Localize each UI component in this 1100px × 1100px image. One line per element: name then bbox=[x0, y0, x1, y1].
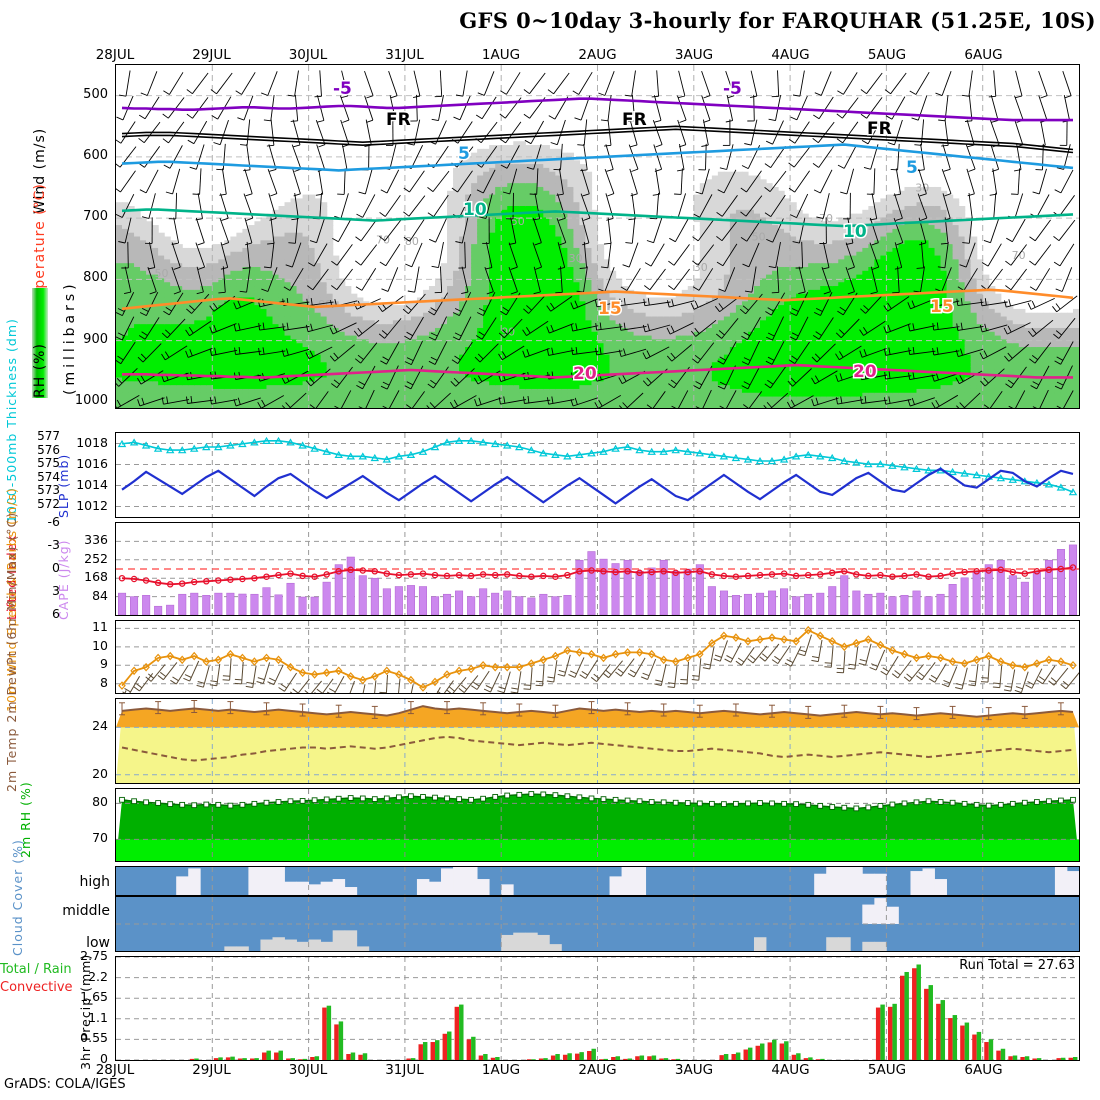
cloud-row-label-high: high bbox=[79, 874, 110, 890]
x-axis-tick-30jul: 30JUL bbox=[288, 1062, 328, 1078]
axis-tick-label: -3 bbox=[47, 537, 60, 552]
axis-tick-label: 573 bbox=[37, 483, 60, 497]
cloud-high-panel[interactable] bbox=[115, 866, 1080, 896]
axis-tick-label: 572 bbox=[37, 496, 60, 511]
label-rh: RH (%) bbox=[32, 288, 48, 398]
axis-tick-label: 2.75 bbox=[80, 948, 108, 963]
axis-tick-label: 24 bbox=[92, 718, 108, 734]
axis-tick-label: 0.55 bbox=[80, 1030, 108, 1046]
x-axis-tick-6aug: 6AUG bbox=[964, 1062, 1003, 1078]
axis-tick-label: 8 bbox=[100, 674, 108, 690]
x-axis-tick-30jul: 30JUL bbox=[288, 47, 328, 63]
axis-tick-label: 600 bbox=[83, 147, 108, 163]
x-axis-tick-28jul: 28JUL bbox=[95, 1062, 135, 1078]
axis-tick-label: 3 bbox=[52, 583, 60, 598]
x-axis-tick-29jul: 29JUL bbox=[192, 47, 231, 63]
x-axis-tick-28jul: 28JUL bbox=[95, 47, 135, 63]
axis-tick-label: 1000 bbox=[74, 392, 108, 408]
axis-tick-label: 800 bbox=[83, 270, 108, 286]
axis-tick-label: 1016 bbox=[76, 455, 108, 471]
axis-tick-label: 574 bbox=[37, 469, 60, 484]
axis-tick-label: 0 bbox=[100, 1051, 108, 1066]
rh2m-panel[interactable] bbox=[115, 788, 1080, 862]
x-axis-tick-1aug: 1AUG bbox=[481, 1062, 521, 1078]
x-axis-tick-2aug: 2AUG bbox=[578, 47, 617, 63]
axis-tick-label: 80 bbox=[92, 794, 108, 810]
axis-tick-label: 576 bbox=[37, 442, 60, 457]
upper-air-panel[interactable]: 507080503030507030709090-5-5FRFRFR551010… bbox=[115, 64, 1080, 409]
credit-text: GrADS: COLA/IGES bbox=[4, 1077, 126, 1092]
axis-tick-label: 6 bbox=[52, 606, 60, 621]
axis-tick-label: 577 bbox=[37, 429, 60, 443]
axis-tick-label: 70 bbox=[92, 830, 108, 846]
cloud-row-label-low: low bbox=[86, 935, 110, 951]
axis-tick-label: 84 bbox=[92, 587, 108, 603]
label-temp2m: 2m Temp 2m DewPt (6hr Min/Max) (°C) bbox=[4, 511, 19, 792]
x-axis-tick-31jul: 31JUL bbox=[385, 47, 424, 63]
x-axis-tick-3aug: 3AUG bbox=[674, 47, 714, 63]
axis-tick-label: 500 bbox=[83, 86, 108, 102]
cloud-midlow-panel[interactable] bbox=[115, 896, 1080, 952]
axis-tick-label: 1.65 bbox=[80, 989, 108, 1005]
x-axis-tick-4aug: 4AUG bbox=[771, 1062, 810, 1078]
axis-tick-label: 9 bbox=[100, 656, 108, 672]
axis-tick-label: 1014 bbox=[76, 476, 108, 492]
precipitation-panel[interactable] bbox=[115, 956, 1080, 1061]
x-axis-tick-2aug: 2AUG bbox=[578, 1062, 617, 1078]
x-axis-tick-4aug: 4AUG bbox=[771, 47, 810, 63]
axis-tick-label: 10 bbox=[92, 637, 108, 653]
axis-tick-label: 1.1 bbox=[88, 1009, 108, 1025]
x-axis-tick-5aug: 5AUG bbox=[867, 1062, 907, 1078]
axis-tick-label: 575 bbox=[37, 456, 60, 470]
axis-tick-label: -6 bbox=[47, 514, 60, 529]
axis-tick-label: 20 bbox=[92, 765, 108, 781]
axis-tick-label: 336 bbox=[84, 532, 108, 548]
axis-tick-label: 700 bbox=[83, 209, 108, 225]
run-total-label: Run Total = 27.63 bbox=[959, 958, 1075, 973]
x-axis-tick-1aug: 1AUG bbox=[481, 47, 521, 63]
label-precip-total: Total / Rain bbox=[0, 962, 72, 977]
x-axis-tick-29jul: 29JUL bbox=[192, 1062, 231, 1078]
label-precip-convective: Convective bbox=[0, 980, 73, 995]
axis-tick-label: 1018 bbox=[76, 434, 108, 450]
x-axis-tick-5aug: 5AUG bbox=[867, 47, 907, 63]
x-axis-tick-31jul: 31JUL bbox=[385, 1062, 424, 1078]
x-axis-tick-6aug: 6AUG bbox=[964, 47, 1003, 63]
axis-tick-label: 2.2 bbox=[88, 968, 108, 984]
label-cloud: Cloud Cover (%) bbox=[10, 839, 25, 956]
axis-tick-label: 1012 bbox=[76, 497, 108, 513]
slp-thickness-panel[interactable] bbox=[115, 432, 1080, 518]
x-axis-tick-3aug: 3AUG bbox=[674, 1062, 714, 1078]
cape-lifted-index-panel[interactable] bbox=[115, 522, 1080, 616]
axis-tick-label: 900 bbox=[83, 331, 108, 347]
axis-tick-label: 252 bbox=[84, 550, 108, 566]
cloud-row-label-middle: middle bbox=[62, 903, 110, 919]
axis-tick-label: 168 bbox=[84, 569, 108, 585]
axis-tick-label: 11 bbox=[92, 619, 108, 635]
temp-dewpoint-panel[interactable] bbox=[115, 698, 1080, 784]
axis-tick-label: 0 bbox=[52, 560, 60, 575]
page-title: GFS 0~10day 3-hourly for FARQUHAR (51.25… bbox=[459, 8, 1096, 33]
wind10m-panel[interactable] bbox=[115, 620, 1080, 694]
